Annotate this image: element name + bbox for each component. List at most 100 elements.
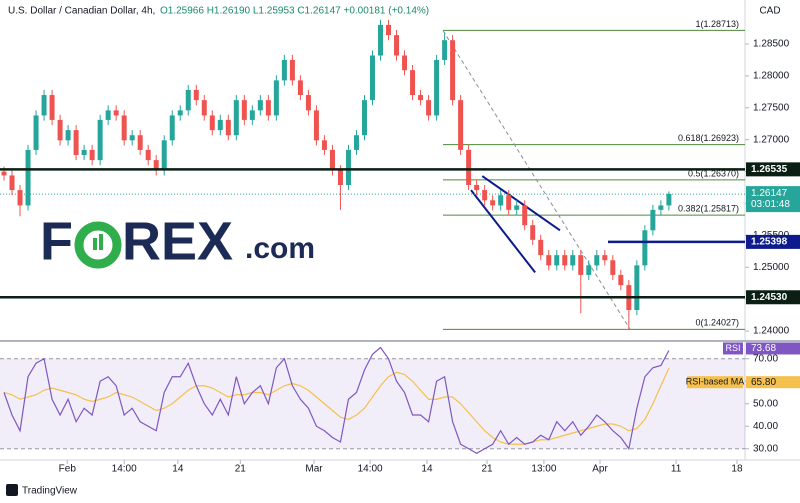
y-tick-label: 1.25000 [753,262,790,273]
candle-body [49,95,55,120]
rsi-line [3,346,670,454]
candle-body [329,149,335,171]
symbol-title: U.S. Dollar / Canadian Dollar, 4h, [8,6,155,17]
candle-body [466,149,472,185]
candle-body [602,255,608,261]
rsi-band [0,358,745,449]
y-tick-label: 70.00 [753,353,778,364]
candle-body [161,140,167,171]
candle-body [570,255,576,266]
candle-body [81,149,87,156]
y-tick-label: 50.00 [753,398,778,409]
x-tick-label: Apr [592,464,608,475]
candle-body [370,55,375,101]
candle-body [458,100,464,150]
trend-line [442,30,631,331]
candle-body [345,149,351,185]
candle-body [562,255,568,266]
watermark-rex: REX [122,211,233,271]
x-tick-label: 13:00 [531,464,556,475]
candle-body [434,59,440,116]
series-tag [746,342,800,355]
candle-body [305,95,311,111]
candle-body [554,255,560,266]
level-tag [746,234,800,249]
candle-body [257,100,263,111]
y-tick-label: 1.24000 [753,326,790,337]
watermark-f: F [40,211,73,271]
candle-body [89,149,95,161]
candle-body [153,160,159,171]
candle-body [73,130,79,156]
fib-label: 0(1.24027) [695,318,739,328]
candle-body [514,205,520,210]
candle-body [618,274,624,286]
fib-label: 1(1.28713) [695,19,739,29]
watermark-logo [99,234,103,250]
series-tag-value: 65.80 [751,377,776,388]
candle-body [265,100,271,116]
watermark-com: .com [245,232,315,265]
candle-body [113,110,119,116]
candle-body [9,175,15,191]
candle-body [658,205,664,210]
y-tick-label: 30.00 [753,443,778,454]
candle-body [225,119,231,136]
candle-body [105,110,111,120]
candle-body [586,265,592,275]
candle-body [145,149,151,161]
candle-body [498,195,504,206]
candle-body [57,119,63,141]
candle-body [418,95,424,101]
candle-body [313,110,319,141]
candle-body [386,24,392,36]
x-tick-label: 21 [481,464,493,475]
candle-body [634,265,640,311]
candle-body [610,260,616,275]
candle-body [353,135,359,150]
x-tick-label: 14 [421,464,433,475]
currency: CAD [759,6,780,17]
candle-body [273,80,279,116]
candle-body [410,70,416,96]
series-name: RSI-based MA [686,377,745,387]
series-name-tag [723,342,743,355]
candle-body [185,89,191,111]
candle-body [33,115,39,150]
candle-body [482,190,488,201]
candle-body [201,100,207,116]
candle-body [289,59,295,81]
y-tick-label: 40.00 [753,421,778,432]
candle-body [281,59,287,81]
series-tag [746,376,800,389]
candle-body [217,119,223,131]
y-tick-label: 1.27500 [753,102,790,113]
last-price-label: 1.26147 [751,188,788,199]
candle-body [546,255,552,266]
candle-body [442,40,448,60]
fib-label: 0.618(1.26923) [678,133,739,143]
level-tag-label: 1.24530 [751,292,788,303]
watermark: F REX .com [40,211,315,271]
candle-body [426,100,432,116]
candle-body [361,100,367,136]
fib-label: 0.382(1.25817) [678,204,739,214]
candle-body [578,255,584,275]
level-tag-label: 1.25398 [751,237,788,248]
trend-line [481,175,561,232]
y-tick-label: 1.28000 [753,71,790,82]
rsi-line [3,367,670,445]
candle-body [17,190,23,206]
candle-body [65,130,71,141]
candle-body [666,193,672,206]
footer-logo [6,484,18,496]
candle-body [297,80,303,96]
candle-body [129,135,135,141]
candle-body [25,149,31,206]
candle-body [169,115,175,141]
x-tick-label: Feb [59,464,77,475]
level-tag-label: 1.26535 [751,164,788,175]
watermark-logo [74,221,122,269]
candle-body [450,40,456,101]
